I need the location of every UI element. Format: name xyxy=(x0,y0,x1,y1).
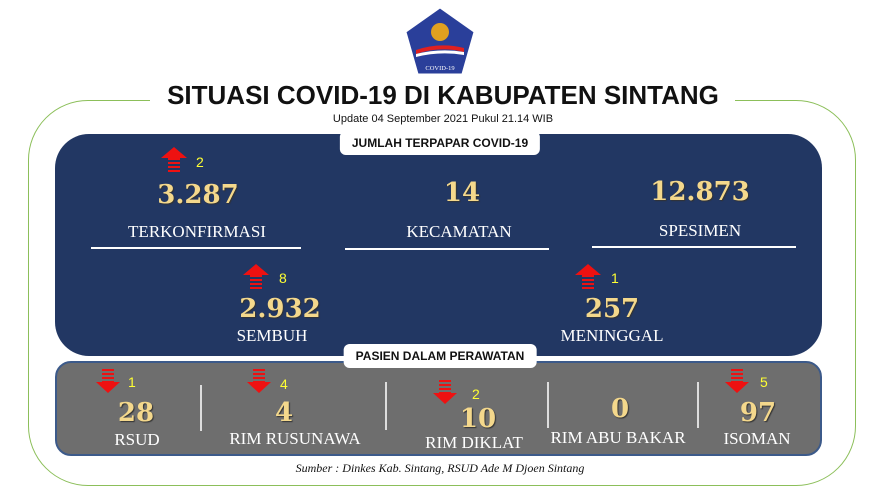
satgas-logo: COVID-19 xyxy=(405,7,475,75)
isoman-label: ISOMAN xyxy=(723,429,791,448)
kecamatan-label: KECAMATAN xyxy=(406,222,512,241)
meninggal-label: MENINGGAL xyxy=(560,326,664,345)
terkonfirmasi-label: TERKONFIRMASI xyxy=(128,222,266,241)
terkonfirmasi-value: 3.287 xyxy=(157,180,239,210)
divider xyxy=(91,247,301,249)
meninggal-value: 257 xyxy=(584,294,640,324)
divider xyxy=(385,382,387,430)
arrow-up-icon xyxy=(161,147,187,172)
divider xyxy=(200,385,202,431)
page-title: SITUASI COVID-19 DI KABUPATEN SINTANG xyxy=(167,80,719,110)
kecamatan-value: 14 xyxy=(443,178,481,208)
divider xyxy=(547,382,549,428)
arrow-up-icon xyxy=(575,264,601,289)
spesimen-label: SPESIMEN xyxy=(658,221,742,240)
abu-bakar-value: 0 xyxy=(610,394,630,424)
sembuh-value: 2.932 xyxy=(239,294,321,324)
rusunawa-delta: 4 xyxy=(280,376,288,392)
divider xyxy=(345,248,549,250)
svg-text:COVID-19: COVID-19 xyxy=(425,65,454,72)
rsud-value: 28 xyxy=(117,398,155,428)
diklat-value: 10 xyxy=(459,404,497,434)
diklat-delta: 2 xyxy=(472,386,480,402)
arrow-down-icon xyxy=(433,380,457,404)
arrow-down-icon xyxy=(247,369,271,393)
arrow-down-icon xyxy=(96,369,120,393)
terpapar-panel xyxy=(55,134,822,356)
rusunawa-label: RIM RUSUNAWA xyxy=(229,429,361,448)
sembuh-label: SEMBUH xyxy=(236,326,308,345)
update-timestamp: Update 04 September 2021 Pukul 21.14 WIB xyxy=(332,113,554,125)
source-note: Sumber : Dinkes Kab. Sintang, RSUD Ade M… xyxy=(295,461,585,475)
isoman-value: 97 xyxy=(739,398,777,428)
terkonfirmasi-delta: 2 xyxy=(196,154,204,170)
abu-bakar-label: RIM ABU BAKAR xyxy=(550,428,686,447)
sembuh-delta: 8 xyxy=(279,270,287,286)
meninggal-delta: 1 xyxy=(611,270,619,286)
arrow-up-icon xyxy=(243,264,269,289)
spesimen-value: 12.873 xyxy=(650,177,750,207)
diklat-label: RIM DIKLAT xyxy=(425,433,523,452)
divider xyxy=(697,382,699,428)
rusunawa-value: 4 xyxy=(274,398,294,428)
rsud-label: RSUD xyxy=(114,430,160,449)
isoman-delta: 5 xyxy=(760,374,768,390)
divider xyxy=(592,246,796,248)
terpapar-label: JUMLAH TERPAPAR COVID-19 xyxy=(339,131,541,155)
rsud-delta: 1 xyxy=(128,374,136,390)
arrow-down-icon xyxy=(725,369,749,393)
perawatan-label: PASIEN DALAM PERAWATAN xyxy=(343,344,537,368)
